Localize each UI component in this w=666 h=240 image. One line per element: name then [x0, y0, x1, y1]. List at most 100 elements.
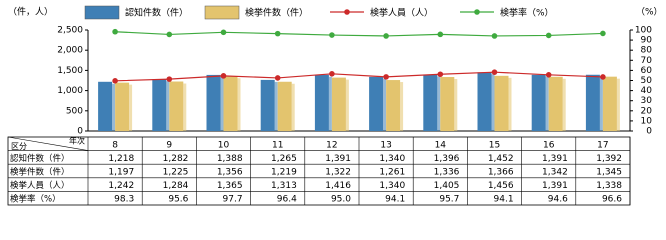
table-cell: 1,336: [434, 168, 460, 178]
y-tick-label: 0: [77, 127, 83, 137]
y2-tick-label: 40: [641, 86, 653, 96]
bar-side: [545, 76, 549, 131]
x-tick-label: 16: [543, 140, 555, 150]
y2-axis-label: （%）: [636, 7, 663, 18]
bar: [98, 81, 113, 131]
table-cell: 1,452: [488, 154, 514, 164]
bar: [423, 74, 438, 131]
line-marker: [491, 33, 498, 39]
bar: [531, 74, 546, 131]
line-marker: [220, 73, 227, 79]
bar-side: [454, 79, 458, 131]
page: （件，人） （%） 0 500 1,000 1,500 2,000 2,500 0 10 20 3…: [7, 5, 663, 206]
line-marker: [112, 28, 118, 35]
bar-side: [237, 78, 241, 131]
legend-label: 認知件数（件）: [125, 7, 188, 19]
line-marker: [220, 29, 227, 36]
y-tick-label: 1,500: [57, 66, 83, 76]
line-marker: [274, 30, 281, 37]
line-marker: [329, 32, 335, 38]
table-cell: 95.0: [331, 195, 351, 205]
legend-label: 検挙率（%）: [500, 7, 554, 19]
table-cell: 1,391: [542, 181, 568, 191]
table-cell: 1,322: [325, 168, 351, 178]
table-cell: 1,396: [434, 154, 460, 164]
x-tick-label: 11: [272, 140, 283, 150]
bar: [585, 74, 600, 131]
line-marker: [274, 75, 281, 81]
table-cell: 1,392: [596, 154, 622, 164]
x-tick-label: 8: [112, 140, 118, 150]
line-marker: [545, 32, 552, 39]
bar-side: [183, 83, 187, 131]
table-cell: 1,340: [379, 181, 405, 191]
y2-tick-label: 0: [646, 127, 652, 137]
legend-marker: [344, 9, 350, 15]
row-label: 検挙率（%）: [10, 194, 61, 205]
bar: [260, 79, 275, 131]
table-diagonal: [7, 136, 89, 151]
row-label: 認知件数（件）: [10, 153, 70, 164]
bar-side: [220, 76, 224, 131]
table-cell: 1,242: [108, 181, 134, 191]
y2-tick-label: 60: [641, 66, 653, 76]
table-cell: 96.6: [602, 195, 622, 205]
table-cell: 1,282: [163, 154, 189, 164]
table-cell: 94.6: [548, 195, 568, 205]
bar: [494, 75, 509, 131]
table-cell: 94.1: [385, 195, 405, 205]
table-cell: 1,219: [271, 168, 297, 178]
table-cell: 1,313: [271, 181, 297, 191]
table-cell: 1,345: [596, 168, 622, 178]
bar-side: [383, 78, 387, 131]
line-marker: [437, 31, 444, 38]
bar: [477, 72, 492, 131]
y2-tick-label: 30: [641, 96, 653, 106]
line-marker: [166, 31, 173, 38]
table-frame: [7, 136, 631, 206]
line-marker: [545, 72, 552, 78]
row-label: 検挙件数（件）: [10, 167, 70, 178]
bar-side: [562, 78, 566, 131]
y-axis-label: （件，人）: [8, 6, 53, 18]
x-tick-label: 10: [218, 140, 230, 150]
x-tick-label: 17: [597, 140, 608, 150]
line-marker: [600, 30, 606, 37]
bar: [277, 81, 292, 131]
y2-tick-label: 50: [641, 76, 653, 86]
y2-tick-label: 20: [641, 106, 653, 116]
table-header: 区分: [11, 142, 27, 151]
bar-side: [112, 83, 116, 131]
table-cell: 1,261: [379, 168, 405, 178]
line-marker: [112, 78, 118, 84]
bar: [206, 74, 221, 131]
bar: [223, 76, 238, 131]
line-marker: [383, 33, 389, 39]
bar-side: [274, 81, 278, 131]
table-cell: 98.3: [114, 195, 134, 205]
table-cell: 1,218: [108, 154, 134, 164]
line-marker: [166, 76, 173, 82]
legend-swatch: [84, 5, 120, 20]
y-tick-label: 1,000: [57, 86, 83, 96]
table-cell: 1,356: [217, 168, 243, 178]
line: [115, 31, 603, 37]
bar: [440, 77, 455, 131]
line: [115, 71, 603, 82]
legend-marker: [474, 9, 480, 15]
bar-side: [491, 74, 495, 131]
table-cell: 94.1: [494, 195, 514, 205]
y-tick-label: 2,000: [57, 46, 83, 56]
bar: [314, 74, 329, 131]
line-marker: [437, 71, 444, 78]
line-marker: [491, 69, 498, 75]
table-cell: 1,391: [542, 154, 568, 164]
line-marker: [329, 70, 335, 77]
bar: [386, 80, 401, 131]
table-cell: 1,365: [217, 181, 243, 191]
bar-side: [508, 77, 512, 131]
bar-side: [599, 76, 603, 131]
table-cell: 1,391: [325, 154, 351, 164]
table-cell: 1,405: [434, 181, 460, 191]
y2-tick-label: 80: [641, 46, 653, 56]
